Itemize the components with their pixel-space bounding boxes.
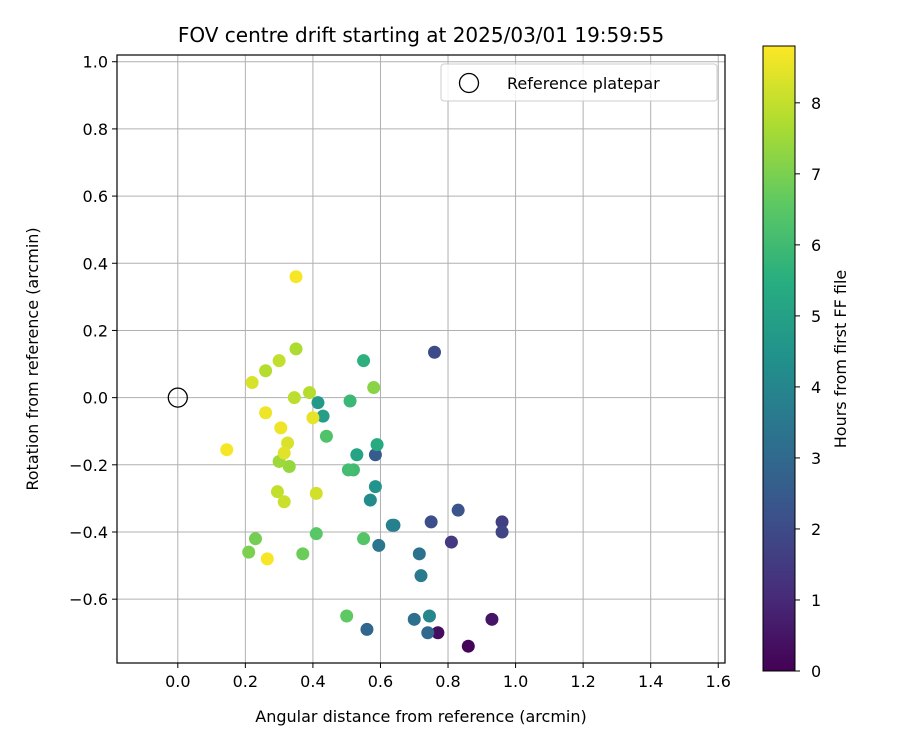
colorbar-ticks: 0 1 2 3 4 5 6 7 8: [795, 94, 821, 681]
data-points: [220, 270, 509, 653]
scatter-point: [309, 486, 323, 500]
scatter-point: [343, 394, 357, 408]
scatter-point: [340, 609, 354, 623]
scatter-point: [363, 493, 377, 507]
scatter-point: [412, 547, 426, 561]
y-axis-ticks: −0.6 −0.4 −0.2 0.0 0.2 0.4 0.6 0.8 1.0: [69, 53, 117, 609]
scatter-point: [385, 518, 399, 532]
grid-lines: [117, 55, 725, 663]
y-tick-label: −0.6: [69, 590, 108, 609]
scatter-point: [485, 612, 499, 626]
colorbar-label: Hours from first FF file: [831, 270, 850, 449]
scatter-point: [407, 612, 421, 626]
scatter-point: [350, 448, 364, 462]
y-tick-label: 0.0: [83, 389, 108, 408]
x-tick-label: 0.8: [435, 672, 460, 691]
colorbar: 0 1 2 3 4 5 6 7 8 Hours from first FF file: [762, 45, 850, 681]
x-tick-label: 1.4: [638, 672, 663, 691]
colorbar-tick-label: 7: [811, 165, 821, 184]
x-tick-label: 0.6: [368, 672, 393, 691]
x-axis-label: Angular distance from reference (arcmin): [255, 707, 586, 726]
colorbar-tick-label: 2: [811, 520, 821, 539]
y-tick-label: 0.8: [83, 120, 108, 139]
scatter-point: [309, 527, 323, 541]
scatter-point: [287, 391, 301, 405]
scatter-point: [461, 639, 475, 653]
scatter-point: [421, 626, 435, 640]
legend-box: [440, 63, 718, 102]
scatter-point: [414, 569, 428, 583]
scatter-point: [367, 381, 381, 395]
y-tick-label: 0.4: [83, 254, 108, 273]
scatter-point: [422, 609, 436, 623]
scatter-point: [248, 532, 262, 546]
scatter-point: [428, 345, 442, 359]
scatter-point: [220, 443, 234, 457]
y-tick-label: 1.0: [83, 53, 108, 72]
legend-marker-icon: [458, 72, 480, 94]
y-tick-label: 0.2: [83, 321, 108, 340]
scatter-point: [357, 532, 371, 546]
chart-title: FOV centre drift starting at 2025/03/01 …: [178, 23, 664, 47]
scatter-point: [360, 622, 374, 636]
colorbar-tick-label: 0: [811, 662, 821, 681]
reference-marker-layer: [167, 387, 188, 408]
plot-frame: [116, 54, 726, 664]
colorbar-tick-label: 4: [811, 378, 821, 397]
scatter-point: [311, 396, 325, 410]
scatter-point: [259, 406, 273, 420]
scatter-point: [368, 448, 382, 462]
scatter-point: [274, 421, 288, 435]
scatter-point: [306, 411, 320, 425]
scatter-point: [424, 515, 438, 529]
y-tick-label: 0.6: [83, 187, 108, 206]
scatter-point: [303, 386, 317, 400]
x-tick-label: 0.2: [233, 672, 258, 691]
scatter-point: [289, 342, 303, 356]
colorbar-tick-label: 6: [811, 236, 821, 255]
x-tick-label: 0.4: [300, 672, 325, 691]
scatter-point: [495, 515, 509, 529]
scatter-point: [451, 503, 465, 517]
reference-platepar-marker: [167, 387, 188, 408]
colorbar-tick-label: 1: [811, 591, 821, 610]
scatter-point: [357, 354, 371, 368]
colorbar-tick-label: 5: [811, 307, 821, 326]
colorbar-tick-label: 8: [811, 94, 821, 113]
scatter-point: [259, 364, 273, 378]
y-axis-label: Rotation from reference (arcmin): [23, 227, 42, 490]
scatter-point: [370, 438, 384, 452]
x-tick-label: 1.2: [570, 672, 595, 691]
scatter-point: [277, 495, 291, 509]
legend: Reference platepar: [440, 63, 718, 102]
scatter-point: [281, 436, 295, 450]
scatter-point: [368, 480, 382, 494]
scatter-point: [260, 552, 274, 566]
scatter-point: [372, 538, 386, 552]
scatter-point: [495, 525, 509, 539]
y-tick-label: −0.4: [69, 523, 108, 542]
colorbar-gradient: [762, 45, 796, 672]
colorbar-tick-label: 3: [811, 449, 821, 468]
scatter-point: [270, 485, 284, 499]
scatter-point: [341, 463, 355, 477]
scatter-point: [282, 459, 296, 473]
scatter-point: [319, 429, 333, 443]
scatter-point: [444, 535, 458, 549]
scatter-point: [316, 409, 330, 423]
x-tick-label: 0.0: [165, 672, 190, 691]
scatter-point: [272, 354, 286, 368]
y-tick-label: −0.2: [69, 456, 108, 475]
scatter-point: [242, 545, 256, 559]
x-axis-ticks: 0.0 0.2 0.4 0.6 0.8 1.0 1.2 1.4 1.6: [165, 663, 731, 691]
x-tick-label: 1.6: [706, 672, 731, 691]
scatter-point: [289, 270, 303, 284]
x-tick-label: 1.0: [503, 672, 528, 691]
scatter-point: [296, 547, 310, 561]
scatter-point: [277, 446, 291, 460]
scatter-point: [245, 376, 259, 390]
scatter-point: [431, 626, 445, 640]
legend-label: Reference platepar: [507, 74, 660, 93]
